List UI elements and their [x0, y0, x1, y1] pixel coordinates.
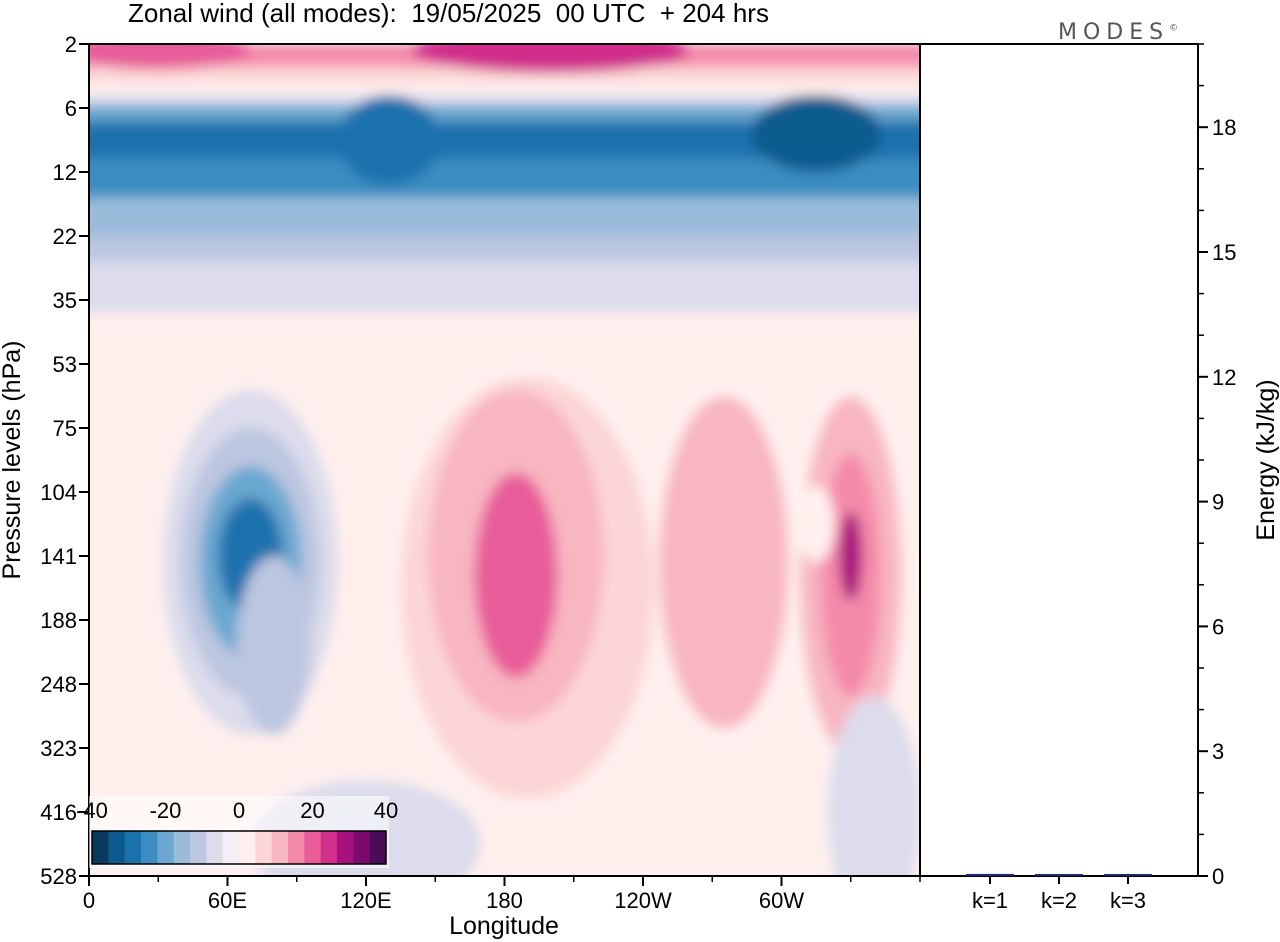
colorbar-tick-label: 40 — [374, 798, 398, 823]
field-blob — [474, 472, 558, 678]
colorbar-swatch — [190, 831, 207, 864]
x-tick-label: 60E — [208, 888, 247, 913]
energy-frame — [919, 43, 1199, 877]
field-blob — [751, 95, 881, 172]
colorbar-border — [91, 830, 387, 865]
x-axis-label: Longitude — [449, 912, 559, 940]
colorbar-swatch — [157, 831, 175, 864]
energy-bar — [1035, 874, 1083, 876]
energy-tick-label: 18 — [1212, 115, 1236, 140]
y-axis-label: Pressure levels (hPa) — [0, 341, 26, 580]
colorbar-swatch — [239, 831, 256, 864]
field-band — [89, 82, 920, 96]
colorbar-swatch — [320, 831, 338, 864]
field-blob — [827, 696, 920, 876]
y-tick-label: 53 — [53, 352, 77, 377]
x-tick-label: 180 — [486, 888, 523, 913]
brand-logo: MODES© — [1058, 20, 1178, 45]
colorbar-tick-label: -20 — [150, 798, 182, 823]
field-blob — [412, 44, 690, 73]
energy-cat-label: k=2 — [1041, 888, 1077, 913]
y-tick-label: 2 — [65, 32, 77, 57]
energy-tick-label: 6 — [1212, 614, 1224, 639]
y-tick-label: 75 — [53, 416, 77, 441]
colorbar-swatch — [288, 831, 305, 864]
energy-tick-label: 12 — [1212, 365, 1236, 390]
field-band — [89, 197, 920, 236]
field-band — [89, 312, 920, 364]
field-blob — [236, 556, 311, 736]
y-tick-label: 248 — [40, 672, 77, 697]
y-tick-label: 141 — [40, 544, 77, 569]
heatmap-field — [89, 44, 920, 876]
x-tick-label: 120E — [340, 888, 391, 913]
energy-tick-label: 9 — [1212, 490, 1224, 515]
y-tick-label: 528 — [40, 864, 77, 889]
colorbar-swatch — [271, 831, 289, 864]
energy-cat-label: k=1 — [972, 888, 1008, 913]
energy-tick-label: 0 — [1212, 864, 1224, 889]
y-tick-label: 35 — [53, 288, 77, 313]
colorbar-swatch — [141, 831, 158, 864]
field-band — [89, 236, 920, 262]
field-blob — [89, 44, 251, 70]
energy-tick-label: 3 — [1212, 739, 1224, 764]
x-tick-label: 60W — [759, 888, 804, 913]
colorbar-tick-label: 20 — [300, 798, 324, 823]
brand-text: MODES — [1058, 20, 1170, 45]
y-tick-label: 323 — [40, 736, 77, 761]
colorbar-swatch — [92, 831, 109, 864]
colorbar-tick-label: -40 — [76, 798, 108, 823]
colorbar-swatch — [206, 831, 224, 864]
field-blob — [338, 95, 440, 185]
field-blob — [797, 485, 835, 563]
colorbar-swatch — [304, 831, 322, 864]
energy-bar — [1104, 874, 1152, 876]
colorbar-swatch — [353, 831, 371, 864]
energy-tick-label: 15 — [1212, 240, 1236, 265]
colorbar-swatch — [369, 831, 387, 864]
colorbar-swatch — [108, 831, 126, 864]
colorbar-tick-label: 0 — [233, 798, 245, 823]
y-tick-label: 12 — [53, 160, 77, 185]
y-tick-label: 416 — [40, 800, 77, 825]
energy-panel: 0 3 6 9 12 15 18 k=1 k=2 k=3 — [919, 43, 1236, 913]
y-tick-label: 188 — [40, 608, 77, 633]
y-axis: 2 6 12 22 35 53 75 104 141 188 248 323 416 528 — [40, 32, 89, 889]
field-blob — [839, 511, 863, 601]
field-blob — [719, 460, 775, 627]
energy-cat-label: k=3 — [1110, 888, 1146, 913]
colorbar-swatch — [222, 831, 240, 864]
field-band — [89, 66, 920, 83]
field-band — [89, 95, 920, 105]
brand-mark: © — [1169, 23, 1179, 34]
y-tick-label: 104 — [40, 480, 77, 505]
x-tick-label: 120W — [614, 888, 672, 913]
field-layers — [89, 44, 920, 876]
colorbar-swatch — [337, 831, 354, 864]
field-band — [89, 261, 920, 313]
colorbar-swatch — [173, 831, 191, 864]
y-tick-label: 22 — [53, 224, 77, 249]
x-axis: 0 60E 120E 180 120W 60W — [83, 876, 921, 913]
colorbar-swatch — [255, 831, 273, 864]
field-band — [89, 104, 920, 121]
chart-title: Zonal wind (all modes): 19/05/2025 00 UT… — [128, 0, 769, 28]
energy-axis-label: Energy (kJ/kg) — [1252, 379, 1280, 540]
y-tick-label: 6 — [65, 96, 77, 121]
x-tick-label: 0 — [83, 888, 95, 913]
colorbar-swatch — [124, 831, 142, 864]
energy-bar — [966, 873, 1014, 876]
colorbar: -40 -20 0 20 40 — [76, 796, 398, 868]
